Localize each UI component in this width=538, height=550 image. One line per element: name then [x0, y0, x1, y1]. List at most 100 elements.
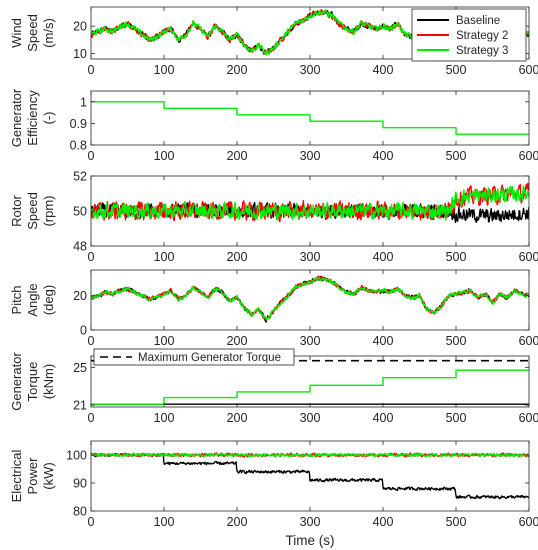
x-tick-label: 600 — [519, 149, 538, 163]
y-tick-label: 20 — [73, 289, 87, 303]
plot-area — [91, 270, 529, 330]
series-line-strategy-3 — [91, 101, 529, 135]
x-tick-label: 0 — [88, 515, 95, 529]
y-axis-label-line: (rpm) — [41, 195, 56, 226]
y-axis-label-line: Efficiency — [25, 90, 40, 146]
series-line-strategy-3 — [91, 185, 529, 221]
y-tick-label: 0 — [80, 324, 87, 338]
y-axis-label-line: Wind — [9, 18, 24, 48]
y-tick-label: 1 — [80, 95, 87, 109]
x-tick-label: 600 — [519, 334, 538, 348]
x-tick-label: 100 — [154, 63, 175, 77]
y-axis-label: Electrical Power (kW) — [9, 450, 56, 503]
x-tick-label: 0 — [88, 250, 95, 264]
subplot-1: 0 100 200 300 400 500 600 10 20 Wind Speed (m/s) Bas… — [9, 6, 538, 77]
legend-label: Maximum Generator Torque — [138, 352, 281, 364]
series-line-strategy-3 — [91, 369, 529, 405]
subplot-6: 0 100 200 300 400 500 600 80 90 100 Electrical Powe… — [9, 440, 538, 548]
legend-label: Baseline — [456, 15, 500, 27]
subplot-4: 0 100 200 300 400 500 600 0 20 Pitch Angle (deg) — [9, 269, 538, 348]
y-axis-label-line: Generator — [9, 352, 24, 411]
y-axis-label-line: Power — [25, 457, 40, 495]
y-tick-label: 0.9 — [70, 117, 87, 131]
x-tick-label: 200 — [227, 334, 248, 348]
y-axis-label-line: (deg) — [41, 285, 56, 315]
x-tick-label: 100 — [154, 411, 175, 425]
y-tick-label: 48 — [73, 240, 87, 254]
y-axis-label-line: Pitch — [9, 286, 24, 315]
y-axis-label: Generator Torque (kNm) — [9, 352, 56, 411]
x-tick-label: 500 — [446, 63, 467, 77]
x-tick-label: 400 — [373, 334, 394, 348]
y-axis-label-line: Angle — [25, 283, 40, 316]
y-tick-label: 90 — [73, 477, 87, 491]
legend: Baseline Strategy 2 Strategy 3 — [411, 8, 527, 62]
x-tick-label: 100 — [154, 250, 175, 264]
x-tick-label: 300 — [300, 63, 321, 77]
y-tick-label: 0.8 — [70, 139, 87, 153]
x-tick-label: 200 — [227, 63, 248, 77]
x-axis-label: Time (s) — [286, 533, 335, 548]
y-tick-label: 100 — [66, 449, 87, 463]
x-tick-label: 100 — [154, 515, 175, 529]
x-tick-label: 200 — [227, 250, 248, 264]
x-tick-label: 400 — [373, 411, 394, 425]
y-tick-label: 10 — [73, 47, 87, 61]
legend: Maximum Generator Torque — [93, 348, 295, 366]
x-tick-label: 400 — [373, 250, 394, 264]
x-tick-label: 500 — [446, 411, 467, 425]
y-tick-label: 21 — [73, 399, 87, 413]
x-tick-label: 400 — [373, 149, 394, 163]
x-tick-label: 500 — [446, 149, 467, 163]
subplot-5: 0 100 200 300 400 500 600 21 25 Generator Torque (k… — [9, 348, 538, 425]
x-tick-label: 100 — [154, 149, 175, 163]
y-axis-label-line: Speed — [25, 192, 40, 230]
x-tick-label: 200 — [227, 515, 248, 529]
y-axis-label: Generator Efficiency (-) — [9, 88, 56, 147]
series-line-strategy-3 — [91, 452, 529, 458]
y-axis-label-line: Torque — [25, 362, 40, 402]
x-tick-label: 300 — [300, 515, 321, 529]
series-line-strategy-3 — [91, 276, 529, 321]
series-group — [91, 182, 529, 224]
x-tick-label: 600 — [519, 250, 538, 264]
x-tick-label: 300 — [300, 250, 321, 264]
subplot-3: 0 100 200 300 400 500 600 48 50 52 Rotor Speed (rpm) — [9, 170, 538, 265]
x-tick-label: 0 — [88, 411, 95, 425]
y-tick-label: 52 — [73, 170, 87, 184]
x-tick-label: 300 — [300, 411, 321, 425]
y-tick-label: 50 — [73, 205, 87, 219]
series-group — [91, 275, 529, 323]
legend-box — [93, 348, 295, 366]
y-axis-label-line: (kW) — [41, 462, 56, 489]
series-group — [91, 101, 529, 135]
x-tick-label: 600 — [519, 63, 538, 77]
y-axis-label-line: (kNm) — [41, 364, 56, 399]
x-tick-label: 200 — [227, 149, 248, 163]
y-axis-label-line: Speed — [25, 14, 40, 52]
legend-label: Strategy 3 — [456, 45, 508, 57]
series-line-baseline — [91, 452, 529, 500]
x-tick-label: 100 — [154, 334, 175, 348]
x-tick-label: 400 — [373, 63, 394, 77]
y-axis-label-line: (m/s) — [41, 18, 56, 48]
x-tick-label: 500 — [446, 334, 467, 348]
x-tick-label: 500 — [446, 515, 467, 529]
y-axis-label: Pitch Angle (deg) — [9, 283, 56, 316]
y-axis-label-line: Generator — [9, 88, 24, 147]
y-tick-label: 20 — [73, 20, 87, 34]
series-group — [91, 452, 529, 500]
y-axis-label-line: Electrical — [9, 450, 24, 503]
y-axis-label-line: Rotor — [9, 194, 24, 226]
y-axis-label: Wind Speed (m/s) — [9, 14, 56, 52]
subplot-2: 0 100 200 300 400 500 600 0.8 0.9 1 Generator Effic… — [9, 88, 538, 163]
x-tick-label: 300 — [300, 149, 321, 163]
y-tick-label: 25 — [73, 361, 87, 375]
series-line-strategy-2 — [91, 182, 529, 223]
y-tick-label: 80 — [73, 505, 87, 519]
x-tick-label: 400 — [373, 515, 394, 529]
y-axis-label-line: (-) — [41, 112, 56, 125]
x-tick-label: 0 — [88, 63, 95, 77]
x-tick-label: 0 — [88, 334, 95, 348]
